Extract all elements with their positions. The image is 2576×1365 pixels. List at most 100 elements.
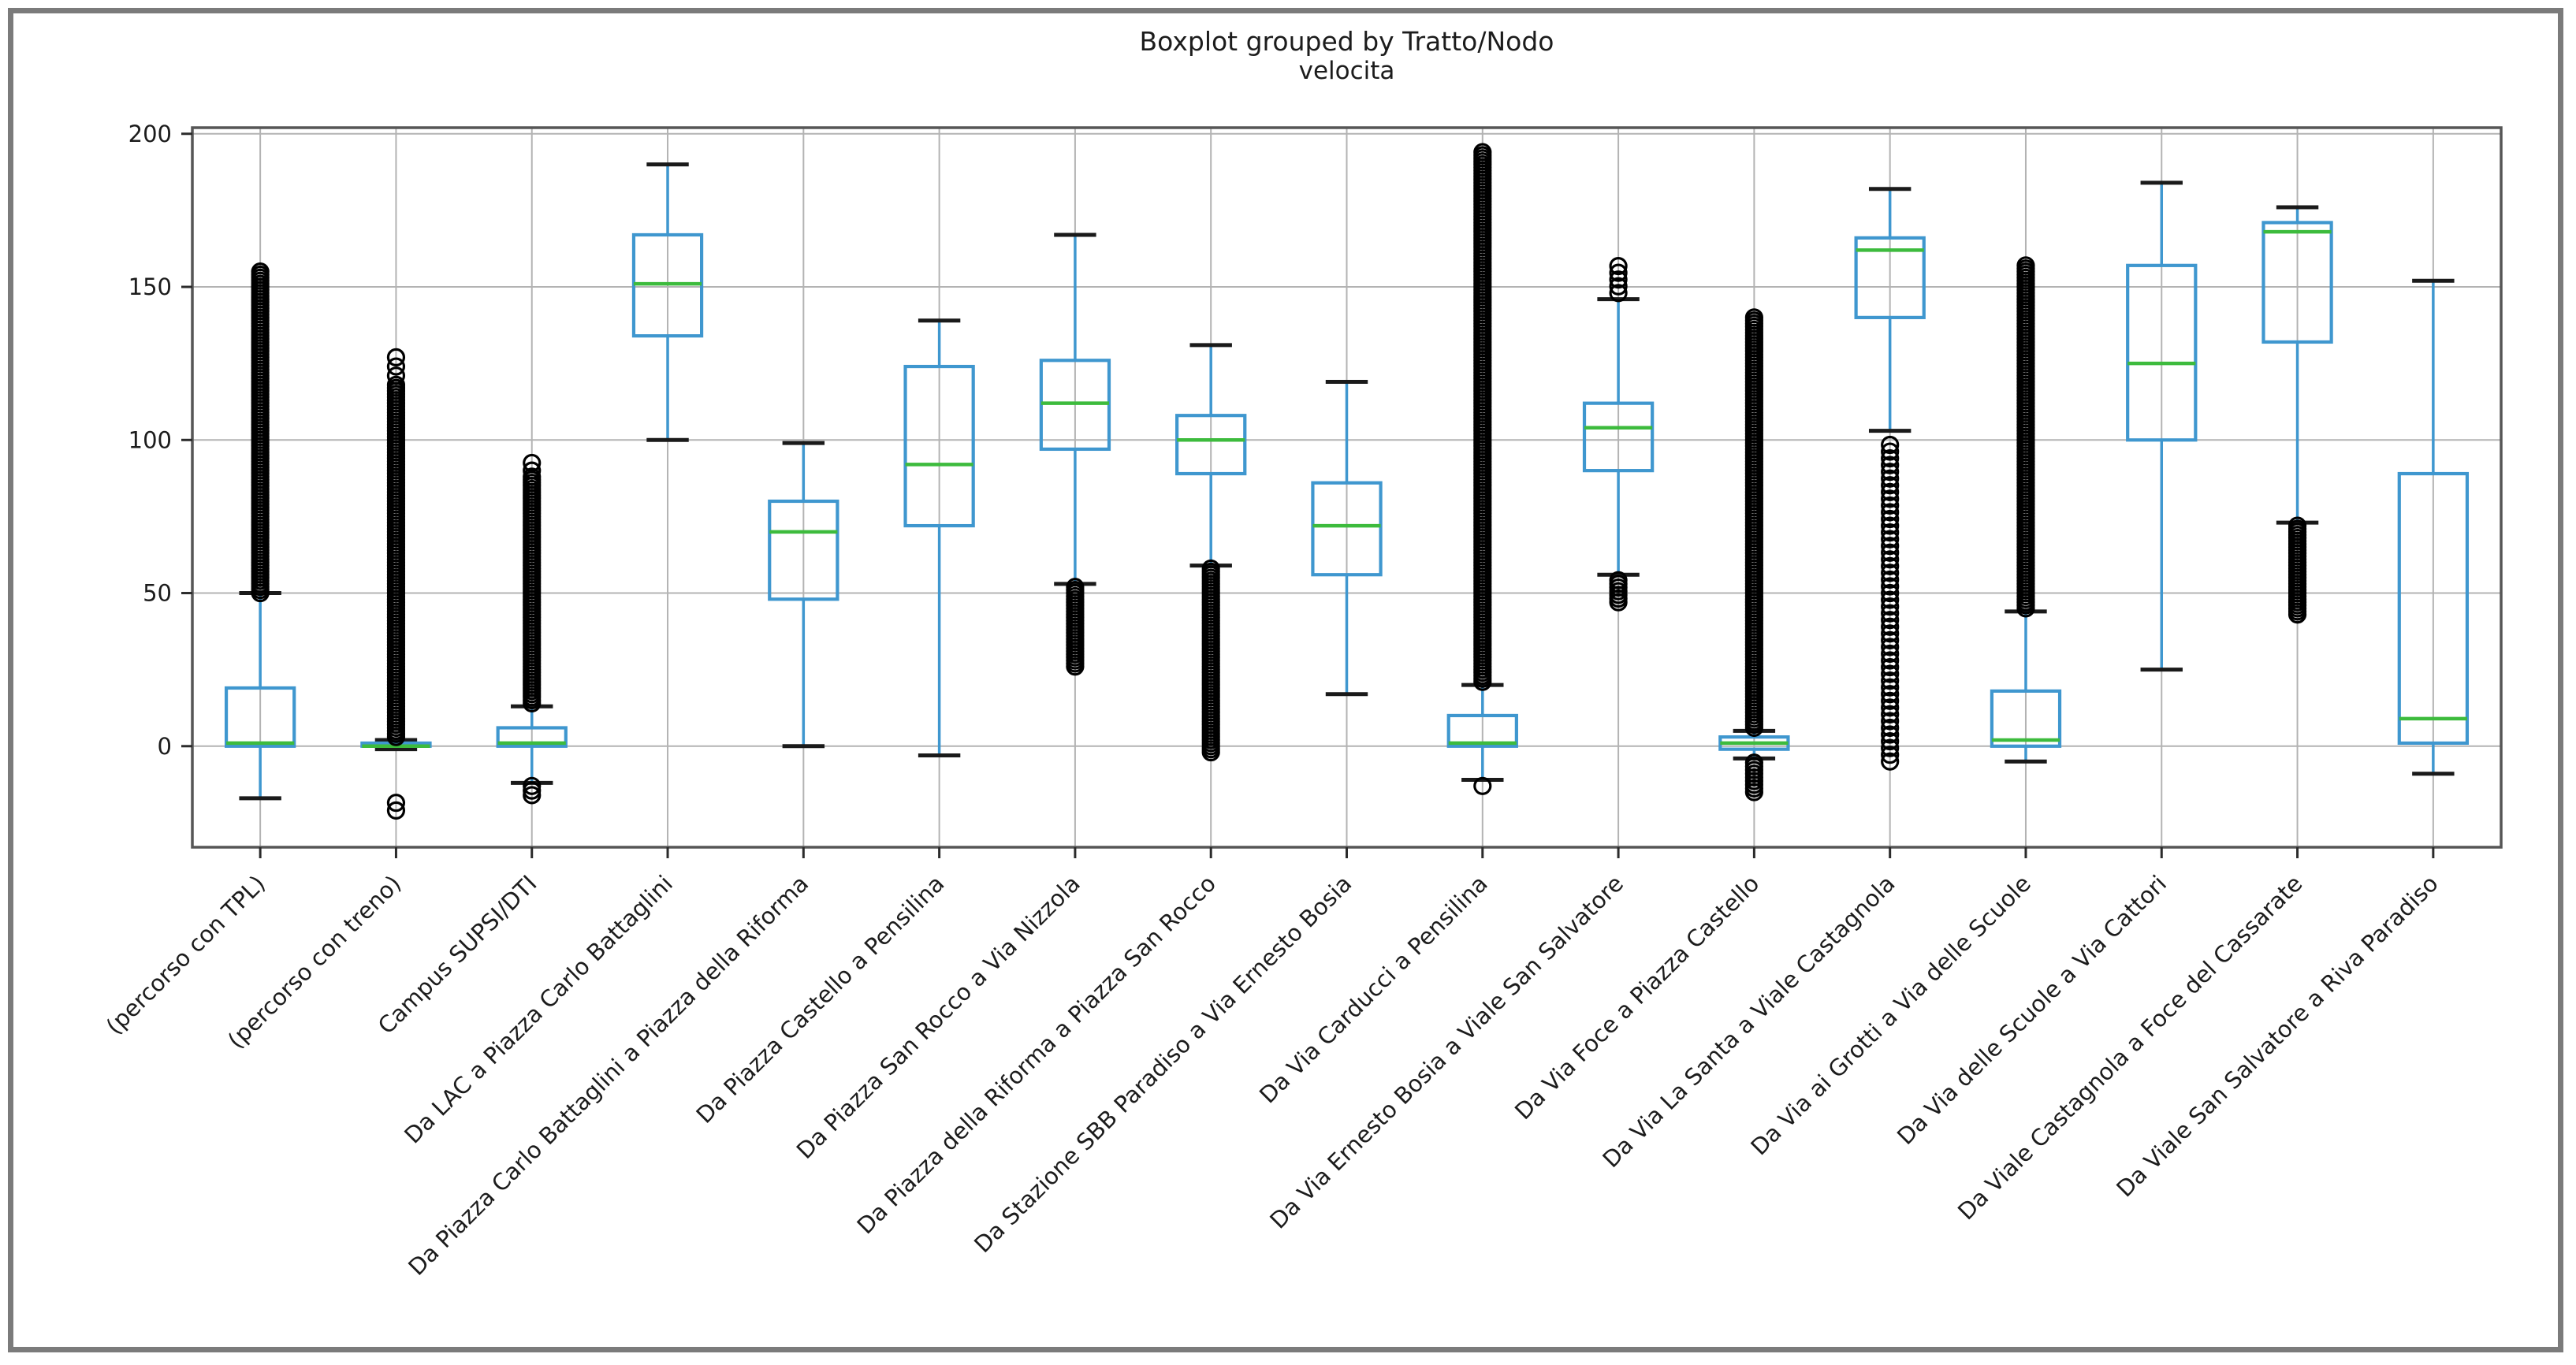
flier-low-12-0	[1881, 705, 1900, 723]
flier-low-12-0	[1881, 712, 1900, 731]
xtick-label-11: Da Via Foce a Piazza Castello	[1509, 870, 1764, 1125]
ytick-label-0: 0	[158, 733, 172, 760]
xtick-label-5: Da Piazza Castello a Pensilina	[691, 870, 950, 1129]
xtick-label-9: Da Via Carducci a Pensilina	[1254, 870, 1493, 1109]
box-12	[1854, 236, 1926, 319]
xtick-label-12: Da Via La Santa a Viale Castagnola	[1597, 870, 1900, 1173]
box-10	[1582, 401, 1655, 473]
flier-low-12-0	[1881, 456, 1900, 474]
flier-low-12-0	[1881, 664, 1900, 683]
flier-high-2-0	[523, 467, 542, 486]
flier-low-12-0	[1881, 731, 1900, 751]
flier-low-12-0	[1881, 671, 1900, 690]
flier-high-13-0	[2016, 256, 2035, 275]
flier-high-10-0	[1609, 270, 1628, 289]
box-14	[2126, 263, 2198, 442]
flier-low-12-0	[1881, 604, 1900, 623]
ytick-label-100: 100	[128, 426, 172, 453]
flier-low-12-0	[1881, 638, 1900, 656]
flier-low-12-0	[1881, 516, 1900, 535]
flier-high-1-1	[386, 357, 406, 376]
xtick-label-6: Da Piazza San Rocco a Via Nizzola	[791, 870, 1085, 1164]
flier-low-12-0	[1881, 543, 1900, 562]
flier-low-12-0	[1881, 570, 1900, 590]
flier-low-15-0	[2288, 516, 2307, 535]
flier-low-12-0	[1881, 448, 1900, 468]
flier-low-12-0	[1881, 482, 1900, 501]
flier-low-12-0	[1881, 442, 1900, 461]
flier-low-12-0	[1881, 523, 1900, 542]
flier-low-12-0	[1881, 617, 1900, 636]
flier-low-1-0	[386, 801, 406, 820]
figure-border	[8, 8, 2563, 1352]
flier-high-10-0	[1609, 277, 1628, 296]
chart-title: Boxplot grouped by Tratto/Nodo	[1139, 26, 1554, 57]
flier-low-12-0	[1881, 435, 1900, 455]
flier-high-0-0	[251, 262, 270, 281]
flier-low-2-0	[523, 776, 542, 795]
flier-low-12-0	[1881, 476, 1900, 495]
chart-subtitle: velocita	[1298, 57, 1395, 85]
flier-low-12-0	[1881, 530, 1900, 549]
flier-low-12-0	[1881, 644, 1900, 664]
flier-high-1-1	[386, 348, 406, 366]
flier-low-12-0	[1881, 489, 1900, 508]
xtick-label-16: Da Viale San Salvatore a Riva Paradiso	[2111, 870, 2444, 1203]
box-16	[2397, 471, 2470, 746]
flier-low-12-0	[1881, 577, 1900, 596]
box-4	[768, 499, 839, 601]
flier-low-12-0	[1881, 725, 1900, 744]
box-9	[1446, 713, 1518, 748]
flier-low-12-0	[1881, 469, 1900, 488]
flier-low-12-0	[1881, 503, 1900, 522]
flier-high-1-1	[386, 366, 406, 385]
flier-low-12-0	[1881, 496, 1900, 515]
flier-low-11-0	[1744, 753, 1763, 772]
flier-low-12-0	[1881, 657, 1900, 677]
flier-low-12-0	[1881, 590, 1900, 609]
flier-low-12-0	[1881, 597, 1900, 616]
flier-high-10-0	[1609, 284, 1628, 303]
box-15	[2261, 221, 2333, 344]
ytick-label-200: 200	[128, 121, 172, 147]
flier-low-6-0	[1066, 578, 1085, 597]
flier-low-12-0	[1881, 651, 1900, 670]
flier-low-12-0	[1881, 463, 1900, 482]
flier-low-12-0	[1881, 738, 1900, 757]
box-8	[1311, 481, 1383, 577]
flier-high-10-0	[1609, 263, 1628, 282]
box-13	[1990, 689, 2062, 748]
flier-low-7-0	[1201, 559, 1220, 578]
box-2	[496, 726, 568, 748]
flier-low-12-0	[1881, 685, 1900, 704]
flier-low-12-0	[1881, 624, 1900, 643]
xtick-label-14: Da Via delle Scuole a Via Cattori	[1892, 870, 2172, 1150]
flier-high-1-0	[386, 375, 406, 394]
xtick-label-13: Da Via ai Grotti a Via delle Scuole	[1745, 870, 2036, 1161]
flier-high-2-1	[523, 461, 542, 480]
flier-low-12-0	[1881, 746, 1900, 764]
ytick-label-50: 50	[143, 580, 172, 607]
box-5	[903, 364, 975, 528]
flier-low-12-0	[1881, 583, 1900, 603]
flier-low-12-0	[1881, 630, 1900, 649]
xtick-label-3: Da LAC a Piazza Carlo Battaglini	[399, 870, 678, 1149]
flier-low-12-0	[1881, 678, 1900, 697]
flier-low-12-0	[1881, 752, 1900, 771]
flier-low-1-0	[386, 794, 406, 813]
flier-low-12-0	[1881, 537, 1900, 556]
flier-low-12-0	[1881, 563, 1900, 582]
flier-high-10-0	[1609, 257, 1628, 276]
flier-low-12-0	[1881, 509, 1900, 529]
flier-low-12-0	[1881, 718, 1900, 738]
flier-high-9-0	[1473, 143, 1492, 162]
box-7	[1175, 414, 1247, 476]
flier-low-12-0	[1881, 550, 1900, 569]
flier-high-11-0	[1744, 308, 1763, 327]
ytick-label-150: 150	[128, 273, 172, 300]
flier-low-12-0	[1881, 698, 1900, 717]
box-0	[224, 686, 296, 748]
flier-high-2-1	[523, 453, 542, 473]
flier-low-9-0	[1473, 776, 1492, 795]
